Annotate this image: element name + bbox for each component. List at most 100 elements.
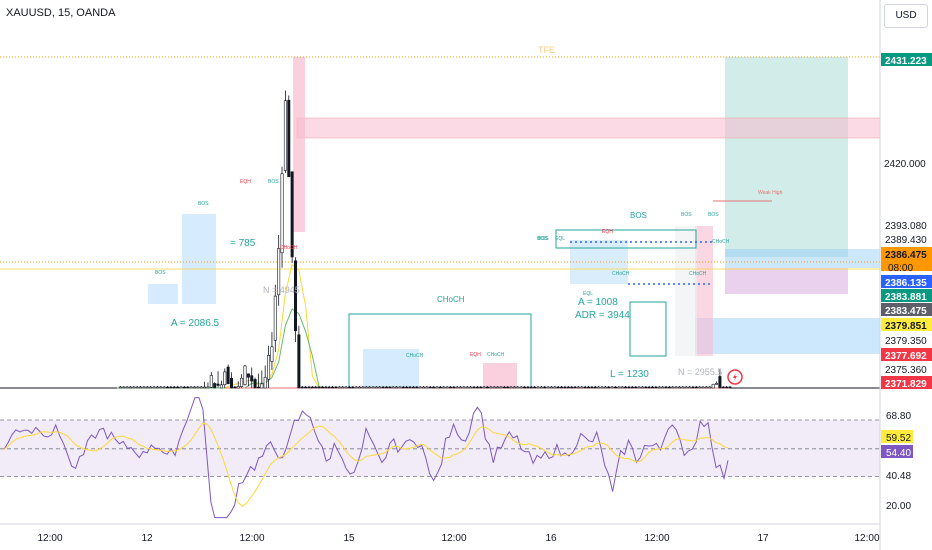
rsi-line: [3, 397, 729, 519]
candle-body: [324, 386, 328, 389]
candle-body: [526, 386, 530, 389]
blue-zone-2: [148, 284, 178, 304]
candle-body: [475, 386, 479, 389]
time-tick-label: 17: [757, 533, 769, 544]
chart-annotation: BOS: [198, 201, 209, 207]
candle-body: [600, 386, 604, 389]
candle-body: [166, 386, 170, 389]
candle-body: [267, 355, 271, 380]
chart-annotation: CHoCH: [280, 245, 298, 251]
candle-body: [455, 386, 459, 389]
candle-body: [159, 386, 163, 389]
candle-body: [401, 386, 405, 389]
time-tick-label: 12:00: [441, 533, 466, 544]
candle-body: [287, 99, 291, 177]
price-label-bg: [881, 333, 932, 346]
flash-icon[interactable]: [727, 369, 743, 385]
time-tick-label: 12: [141, 533, 153, 544]
time-tick-label: 12:00: [239, 533, 264, 544]
chart-annotation: CHoCH: [689, 271, 707, 277]
candle-body: [445, 386, 449, 389]
candle-body: [536, 386, 540, 389]
candle-body: [617, 386, 621, 389]
candle-body: [421, 386, 425, 389]
candle-body: [546, 386, 550, 389]
entry-zone: [725, 249, 880, 268]
time-tick-label: 12:00: [37, 533, 62, 544]
candle-body: [358, 386, 362, 389]
candle-body: [236, 386, 240, 389]
time-tick-label: 12:00: [854, 533, 879, 544]
candle-body: [469, 386, 473, 389]
candle-body: [681, 386, 685, 389]
blue-zone-1: [182, 214, 216, 304]
candle-body: [664, 386, 668, 389]
candle-body: [479, 386, 483, 389]
chart-annotation: BOS: [537, 236, 548, 242]
rsi-ma-line: [3, 422, 729, 507]
candle-body: [576, 386, 580, 389]
price-label: 2389.430: [885, 235, 927, 246]
candle-body: [368, 386, 372, 389]
candle-body: [189, 386, 193, 389]
candle-body: [661, 386, 665, 389]
candle-body: [334, 386, 338, 389]
candle-body: [688, 386, 692, 389]
candle-body: [351, 386, 355, 389]
target-zone: [725, 57, 848, 257]
candle-body: [398, 386, 402, 389]
chart-annotation: = 785: [230, 238, 256, 249]
candle-body: [263, 377, 267, 389]
candle-body: [654, 386, 658, 389]
candle-body: [344, 386, 348, 389]
price-label: 2379.851: [885, 321, 927, 332]
chart-annotation: N = 2955.5: [678, 367, 722, 377]
candle-body: [361, 386, 365, 389]
price-label: 2383.475: [885, 306, 927, 317]
price-label-bg: [881, 247, 932, 271]
currency-button[interactable]: USD: [884, 4, 928, 28]
candle-body: [667, 386, 671, 389]
price-label-bg: [881, 303, 932, 316]
candle-body: [139, 386, 143, 389]
candle-body: [250, 375, 254, 382]
chart-annotation: A = 2086.5: [171, 318, 220, 329]
price-label-bg: [881, 376, 932, 389]
candle-body: [277, 248, 281, 296]
price-label: 2431.223: [885, 56, 927, 67]
candle-body: [230, 378, 234, 389]
candle-body: [516, 386, 520, 389]
candle-body: [246, 373, 250, 378]
candle-body: [149, 386, 153, 389]
candle-body: [428, 386, 432, 389]
candle-body: [715, 383, 719, 385]
candle-body: [192, 386, 196, 389]
chart-annotation: ADR = 3944: [575, 310, 630, 321]
chart-annotation: BOS: [268, 179, 279, 185]
candle-body: [347, 386, 351, 389]
candle-body: [549, 386, 553, 389]
price-label: 2371.829: [885, 379, 927, 390]
candle-body: [297, 334, 301, 389]
candle-body: [182, 386, 186, 389]
chart-annotation: CHoCH: [487, 352, 505, 358]
candle-body: [613, 386, 617, 389]
price-label-bg: [881, 318, 932, 331]
pink-zone-3: [483, 363, 517, 388]
candle-body: [169, 386, 173, 389]
candle-body: [472, 386, 476, 389]
candle-body: [371, 386, 375, 389]
countdown-label: 08:00: [888, 263, 913, 274]
candle-body: [290, 171, 294, 258]
candle-body: [603, 386, 607, 389]
chart-annotation: Weak High: [758, 190, 783, 196]
symbol-title: XAUUSD, 15, OANDA: [6, 7, 116, 19]
candle-body: [320, 386, 324, 389]
price-label: 2386.475: [885, 250, 927, 261]
price-label-bg: [881, 362, 932, 375]
price-tick-label: 2420.000: [884, 159, 926, 170]
candle-body: [209, 375, 213, 388]
candle-body: [691, 386, 695, 389]
candle-body: [701, 386, 705, 389]
